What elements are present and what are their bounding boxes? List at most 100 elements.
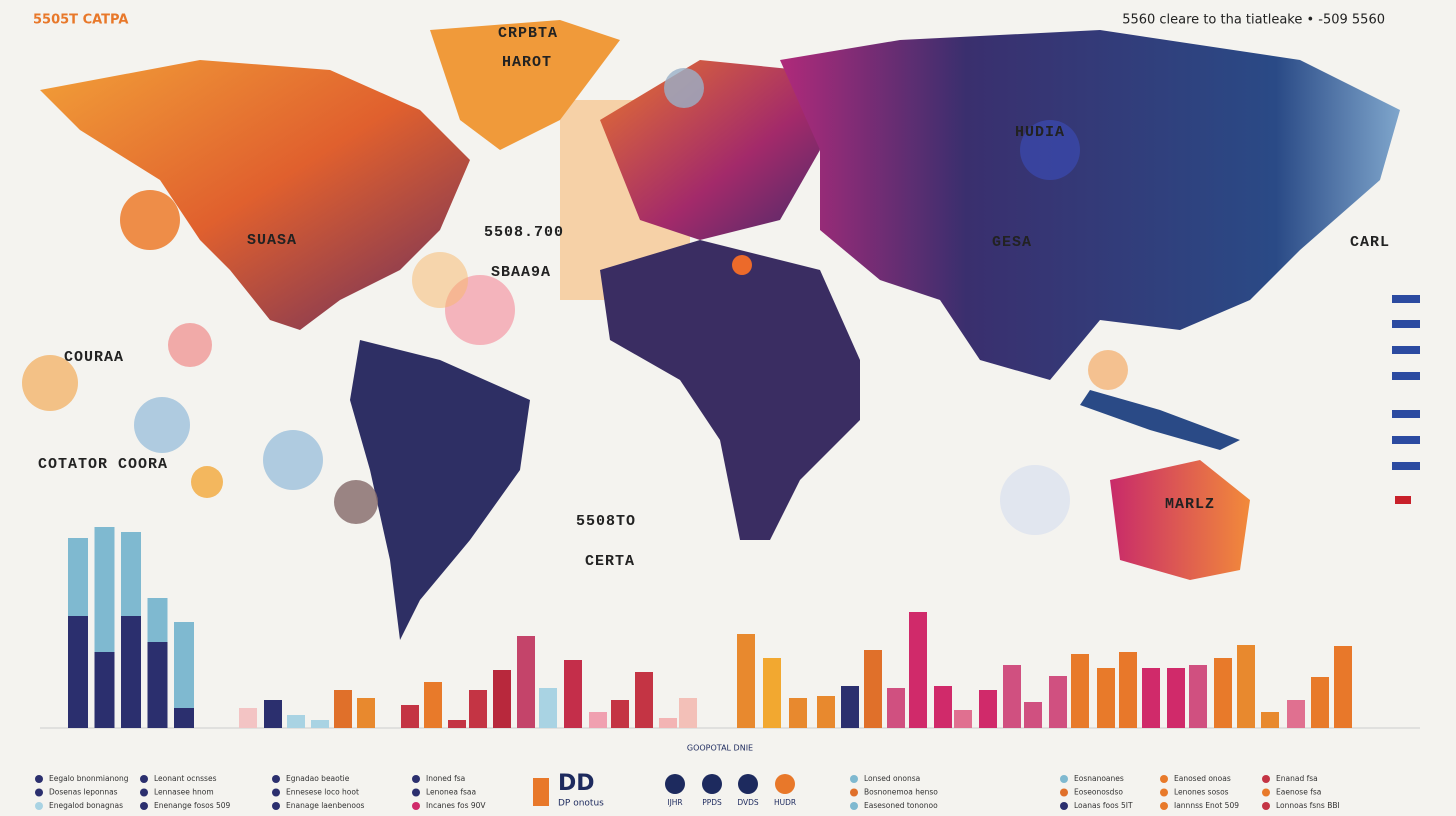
bar xyxy=(789,698,807,728)
bar xyxy=(1167,668,1185,728)
bar xyxy=(659,718,677,728)
bar xyxy=(1119,652,1137,728)
icon-label: DVDS xyxy=(737,798,759,807)
map-label: COURAA xyxy=(64,349,124,366)
map-label: GESA xyxy=(992,234,1032,251)
bar xyxy=(334,690,352,728)
bar xyxy=(517,636,535,728)
bar xyxy=(817,696,835,728)
bar xyxy=(493,670,511,728)
map-label: SBAA9A xyxy=(491,264,551,281)
bubble xyxy=(334,480,378,524)
africa xyxy=(600,240,860,540)
bar-segment xyxy=(68,538,88,616)
legend-dot xyxy=(140,775,148,783)
legend-dot xyxy=(1262,788,1270,797)
bar xyxy=(763,658,781,728)
bar xyxy=(539,688,557,728)
bar xyxy=(1049,676,1067,728)
legend-label: Loanas foos 5IT xyxy=(1074,801,1133,810)
bubble xyxy=(664,68,704,108)
bar xyxy=(679,698,697,728)
bar xyxy=(287,715,305,728)
legend-label: Leonant ocnsses xyxy=(154,774,217,783)
europe xyxy=(600,60,820,240)
legend-dot xyxy=(1262,802,1270,810)
legend-dot xyxy=(272,802,280,810)
bar xyxy=(1142,668,1160,728)
bar xyxy=(1214,658,1232,728)
legend-dot xyxy=(272,775,280,783)
bubble xyxy=(1000,465,1070,535)
bar xyxy=(448,720,466,728)
swatch xyxy=(1392,462,1420,470)
bar-segment xyxy=(68,616,88,728)
icon-label: IJHR xyxy=(667,798,682,807)
bar xyxy=(1334,646,1352,728)
map-labels: CRPBTA HAROT HUDIA SUASA 5508.700 SBAA9A GESA C… xyxy=(38,25,1389,570)
bar-segment xyxy=(121,616,141,728)
swatch xyxy=(1392,372,1420,380)
legend-dot xyxy=(140,802,148,810)
icon xyxy=(702,774,722,794)
legend: Eegalo bnonmianong Dosenas leponnas Enegal… xyxy=(35,774,1340,810)
top-right-title: 5560 cleare to tha tiatleake • -509 5560 xyxy=(1122,13,1385,28)
bar-segment xyxy=(147,642,168,728)
bar xyxy=(954,710,972,728)
bar xyxy=(311,720,329,728)
swatch xyxy=(1392,295,1420,303)
bar-segment xyxy=(121,532,141,616)
legend-label: Eanosed onoas xyxy=(1174,774,1231,783)
legend-label: Dosenas leponnas xyxy=(49,788,118,797)
icon-label: HUDR xyxy=(774,798,796,807)
legend-dot xyxy=(1160,802,1168,810)
legend-label: Iannnss Enot 509 xyxy=(1174,801,1239,810)
bubble xyxy=(191,466,223,498)
legend-dot xyxy=(412,802,420,810)
bar xyxy=(1261,712,1279,728)
legend-dot xyxy=(1262,775,1270,783)
legend-label: Eegalo bnonmianong xyxy=(49,774,129,783)
bar xyxy=(1003,665,1021,728)
north-america xyxy=(40,60,470,330)
swatch xyxy=(1392,346,1420,354)
bars: GOOPOTAL DNIE xyxy=(40,527,1420,753)
bar xyxy=(1024,702,1042,728)
legend-label: Enenange fosos 509 xyxy=(154,801,231,810)
bar-segment xyxy=(147,598,168,642)
legend-label: Eosnanoanes xyxy=(1074,774,1124,783)
icon-label: PPDS xyxy=(702,798,722,807)
bar xyxy=(979,690,997,728)
map-label: CRPBTA xyxy=(498,25,558,42)
bar xyxy=(1311,677,1329,728)
legend-label: Lenones sosos xyxy=(1174,788,1229,797)
bubble xyxy=(168,323,212,367)
bar xyxy=(424,682,442,728)
map-label: HUDIA xyxy=(1015,124,1065,141)
bar xyxy=(887,688,905,728)
bar xyxy=(1237,645,1255,728)
bar-segment xyxy=(174,622,194,708)
bubble xyxy=(134,397,190,453)
legend-label: Egnadao beaotie xyxy=(286,774,350,783)
map-label: HAROT xyxy=(502,54,552,71)
legend-dot xyxy=(850,788,858,797)
map-label: SUASA xyxy=(247,232,297,249)
legend-dot xyxy=(1060,775,1068,783)
bubble xyxy=(1020,120,1080,180)
icon xyxy=(775,774,795,794)
map-label: MARLZ xyxy=(1165,496,1215,513)
legend-dot xyxy=(1160,775,1168,783)
bubble xyxy=(263,430,323,490)
bubble xyxy=(22,355,78,411)
bar xyxy=(864,650,882,728)
legend-label: Enegalod bonagnas xyxy=(49,801,123,810)
legend-label: Eaenose fsa xyxy=(1276,788,1321,797)
map-label: COTATOR COORA xyxy=(38,456,168,473)
legend-label: Bosnonemoa henso xyxy=(864,788,938,797)
south-america xyxy=(350,340,530,640)
bar xyxy=(589,712,607,728)
legend-dot xyxy=(272,788,280,797)
